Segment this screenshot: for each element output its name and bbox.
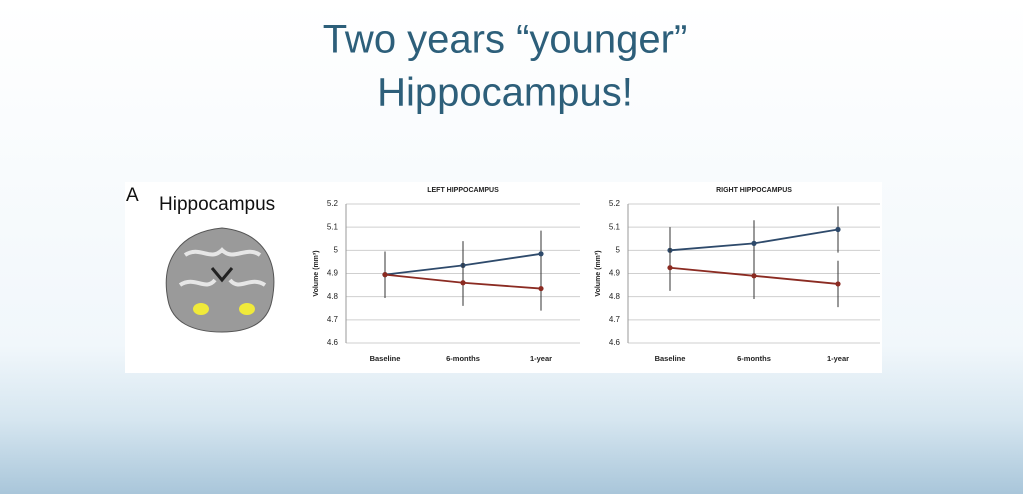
y-tick-label: 4.7: [609, 315, 621, 324]
data-point: [751, 273, 757, 279]
y-tick-label: 4.6: [609, 338, 621, 347]
data-point: [667, 265, 673, 271]
y-axis-label: Volume (mm³): [313, 250, 320, 296]
data-point: [382, 272, 388, 278]
y-tick-label: 5.2: [609, 199, 621, 208]
data-point: [751, 240, 757, 246]
y-tick-label: 4.9: [327, 269, 339, 278]
x-tick-label: 6-months: [737, 354, 771, 363]
x-tick-label: Baseline: [370, 354, 401, 363]
chart-title: LEFT HIPPOCAMPUS: [427, 187, 499, 194]
y-tick-label: 5.1: [327, 222, 339, 231]
y-axis-label: Volume (mm³): [595, 250, 602, 296]
data-point: [460, 280, 466, 286]
y-tick-label: 4.7: [327, 315, 339, 324]
y-tick-label: 5.2: [327, 199, 339, 208]
panel-letter: A: [126, 185, 139, 206]
brain-image: [165, 227, 275, 333]
slide-title: Hippocampus!: [377, 71, 633, 115]
x-tick-label: 1-year: [827, 354, 849, 363]
panel-label: Hippocampus: [159, 194, 275, 215]
y-tick-label: 4.6: [327, 338, 339, 347]
data-point: [538, 285, 544, 292]
y-tick-label: 5: [616, 245, 621, 254]
data-point: [835, 281, 841, 287]
data-point: [835, 226, 841, 233]
slide-title: Two years “younger”: [323, 18, 688, 62]
x-tick-label: 6-months: [446, 354, 480, 363]
y-tick-label: 5.1: [609, 222, 621, 231]
x-tick-label: Baseline: [655, 354, 686, 363]
chart-title: RIGHT HIPPOCAMPUS: [716, 187, 792, 194]
y-tick-label: 4.8: [327, 292, 339, 301]
y-tick-label: 4.9: [609, 269, 621, 278]
y-tick-label: 4.8: [609, 292, 621, 301]
data-point: [538, 251, 544, 257]
y-tick-label: 5: [334, 245, 339, 254]
x-tick-label: 1-year: [530, 354, 552, 363]
